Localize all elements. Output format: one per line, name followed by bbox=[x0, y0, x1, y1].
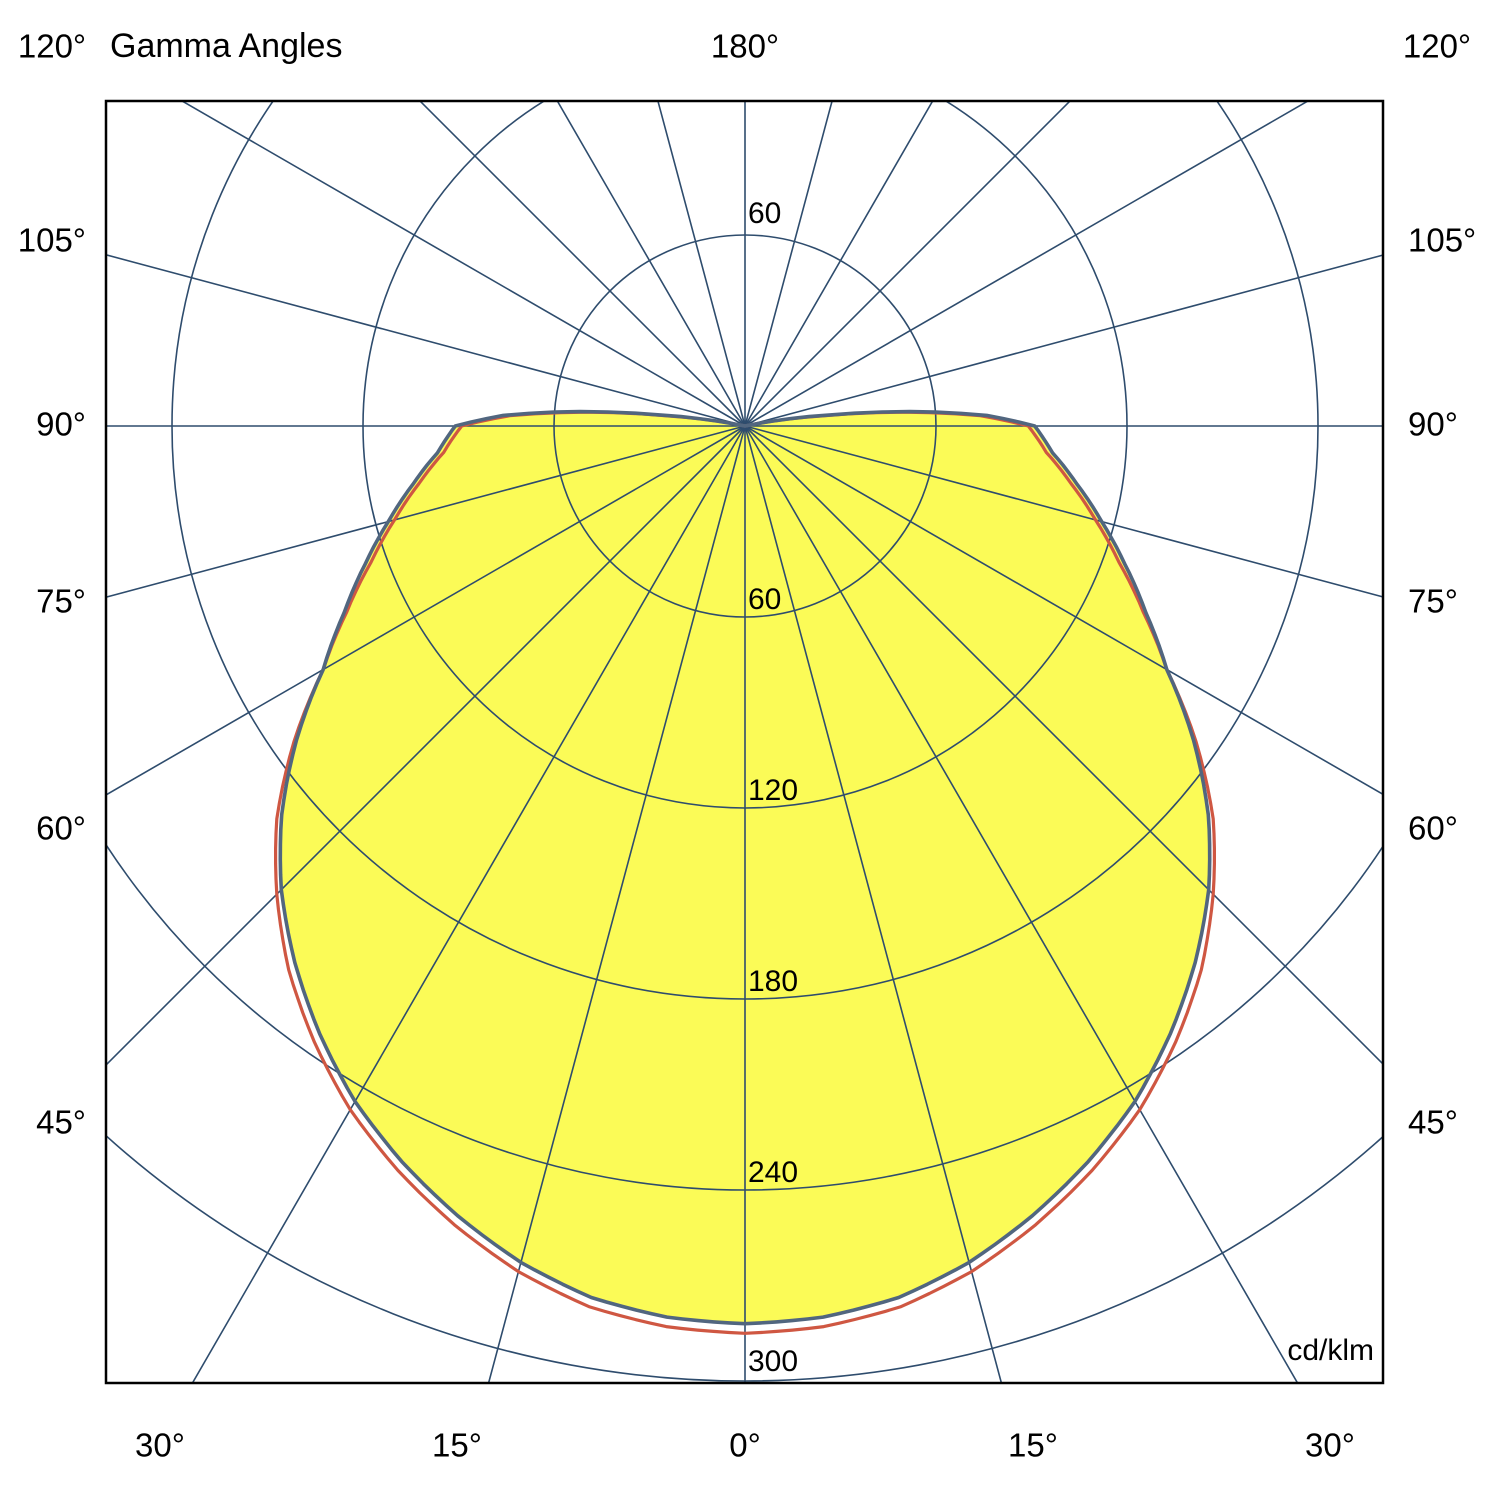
radial-line bbox=[106, 425, 746, 796]
radial-line bbox=[744, 101, 1072, 427]
gamma-angle-label-left: 45° bbox=[36, 1103, 86, 1141]
radial-line bbox=[744, 425, 1003, 1383]
plot-border bbox=[104, 99, 1385, 1385]
ring-value-label: 300 bbox=[748, 1345, 799, 1378]
ring-value-label: 60 bbox=[748, 583, 782, 616]
radial-line bbox=[744, 101, 1310, 427]
gamma-angle-label-left: 60° bbox=[36, 809, 86, 847]
gamma-angle-label-left: 90° bbox=[36, 405, 86, 443]
radial-line bbox=[744, 425, 1383, 796]
gamma-angle-label-right: 60° bbox=[1408, 809, 1458, 847]
radial-line bbox=[556, 101, 746, 427]
radial-line bbox=[180, 101, 746, 427]
unit-label: cd/klm bbox=[1287, 1334, 1374, 1367]
gamma-angle-label-left: 105° bbox=[17, 221, 86, 259]
gamma-angle-label-top-right: 120° bbox=[1402, 27, 1472, 65]
radial-line bbox=[657, 101, 746, 427]
radial-line bbox=[106, 253, 746, 427]
radial-line bbox=[744, 425, 1383, 1066]
intensity-curve-c90-c270 bbox=[274, 410, 1216, 1335]
intensity-curve-c0-c180 bbox=[278, 409, 1212, 1326]
radial-line bbox=[106, 425, 746, 599]
radial-line bbox=[106, 425, 746, 1067]
chart-title: Gamma Angles bbox=[110, 27, 343, 65]
radial-line bbox=[744, 254, 1383, 427]
gamma-angle-label-right: 105° bbox=[1408, 221, 1477, 259]
gamma-angle-label-top-center: 180° bbox=[710, 27, 780, 65]
gamma-angle-label-right: 75° bbox=[1408, 582, 1458, 620]
gamma-angle-label-top-left: 120° bbox=[17, 27, 87, 65]
radial-line bbox=[487, 425, 746, 1383]
ring-value-label: 240 bbox=[748, 1156, 799, 1189]
ring-value-label: 120 bbox=[748, 774, 799, 807]
radial-line bbox=[418, 101, 746, 427]
gamma-angle-label-right: 90° bbox=[1408, 405, 1458, 443]
ring-value-label: 180 bbox=[748, 965, 799, 998]
radial-line bbox=[744, 101, 833, 427]
gamma-angle-label-bottom: 15° bbox=[1008, 1426, 1058, 1464]
gamma-angle-label-bottom: 15° bbox=[432, 1426, 482, 1464]
gamma-angle-label-left: 75° bbox=[36, 582, 86, 620]
radial-line bbox=[744, 101, 934, 427]
radial-line bbox=[191, 425, 746, 1383]
gamma-angle-label-right: 45° bbox=[1408, 1103, 1458, 1141]
radial-line bbox=[744, 425, 1383, 598]
gamma-angle-label-bottom: 30° bbox=[1305, 1426, 1355, 1464]
radial-line bbox=[744, 425, 1299, 1383]
ring-value-label: 60 bbox=[748, 197, 782, 230]
gamma-angle-label-bottom: 30° bbox=[135, 1426, 185, 1464]
gamma-angle-label-bottom: 0° bbox=[729, 1426, 761, 1464]
